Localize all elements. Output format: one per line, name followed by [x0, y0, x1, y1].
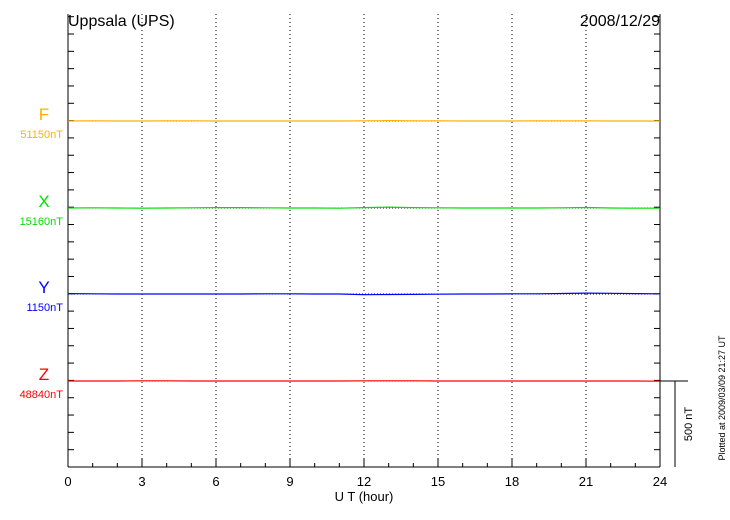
x-tick-label: 0 — [64, 474, 71, 489]
x-tick-label: 15 — [431, 474, 445, 489]
series-baseline-f: 51150nT — [20, 129, 63, 141]
x-tick-label: 3 — [138, 474, 145, 489]
series-name-z: Z — [39, 365, 49, 384]
x-tick-label: 12 — [357, 474, 371, 489]
plotted-footnote: Plotted at 2009/03/09 21:27 UT — [717, 335, 727, 461]
series-name-f: F — [39, 105, 49, 124]
series-line-y — [67, 292, 661, 296]
x-tick-label: 21 — [579, 474, 593, 489]
series-name-y: Y — [38, 278, 49, 297]
series-baseline-x: 15160nT — [20, 216, 64, 228]
x-tick-label: 6 — [212, 474, 219, 489]
x-tick-label: 9 — [286, 474, 293, 489]
series-baseline-y: 1150nT — [27, 302, 64, 314]
x-tick-label: 24 — [653, 474, 667, 489]
series-name-x: X — [38, 192, 49, 211]
scale-bar-label: 500 nT — [683, 407, 695, 442]
series-baseline-z: 48840nT — [20, 389, 64, 401]
x-axis-label: U T (hour) — [335, 489, 394, 504]
chart-date: 2008/12/29 — [580, 13, 660, 30]
chart-title: Uppsala (UPS) — [68, 13, 175, 30]
series-line-x — [67, 206, 660, 209]
x-tick-label: 18 — [505, 474, 519, 489]
